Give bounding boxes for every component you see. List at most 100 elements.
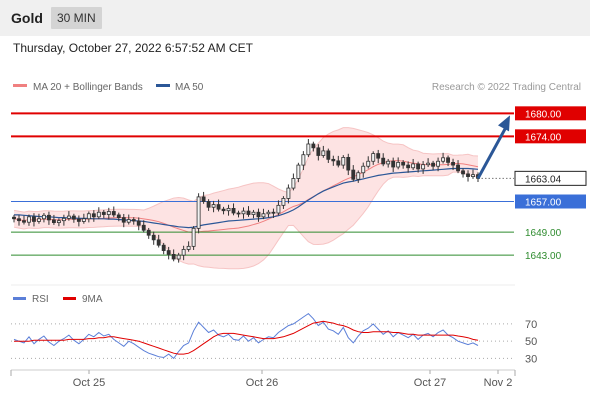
timestamp: Thursday, October 27, 2022 6:57:52 AM CE…	[13, 41, 253, 55]
candle-body	[246, 210, 251, 215]
legend-label-rsi: RSI	[32, 294, 49, 305]
candle-body	[466, 173, 470, 177]
candle-body	[116, 214, 121, 219]
candle-body	[256, 211, 261, 218]
candle-body	[27, 216, 31, 223]
legend-swatch-bollinger	[13, 84, 27, 87]
candle-body	[361, 165, 366, 174]
candle-body	[226, 207, 231, 212]
candle-body	[376, 153, 381, 159]
candle-body	[171, 253, 176, 260]
level-label-1680.00: 1680.00	[525, 109, 562, 120]
legend-label-ma50: MA 50	[175, 82, 204, 93]
level-label-box-current	[514, 170, 587, 186]
rsi-panel: 70 50 30	[11, 312, 537, 365]
candle-body	[71, 215, 76, 220]
candle-body	[456, 164, 460, 172]
candle-body	[451, 161, 455, 166]
level-labels: 1680.00 1674.00 1663.04 1657.00 1649.00 1643.…	[514, 106, 587, 262]
candle-body	[341, 157, 346, 166]
rsi-tick-70: 70	[525, 319, 537, 331]
candle-body	[371, 153, 376, 162]
level-label-1674.00: 1674.00	[525, 132, 562, 143]
candle-body	[56, 220, 61, 223]
rsi-tick-50: 50	[525, 336, 537, 348]
level-label-current: 1663.04	[525, 174, 562, 185]
candle-body	[37, 218, 41, 222]
level-label-box-1657.00	[515, 194, 586, 209]
candle-body	[201, 196, 206, 202]
candle-body	[32, 216, 36, 222]
candle-body	[126, 219, 131, 223]
x-tick-label: Oct 26	[246, 377, 278, 389]
candle-body	[81, 218, 86, 222]
forecast-arrow	[476, 115, 510, 180]
candle-body	[401, 161, 406, 166]
candle-body	[386, 160, 391, 165]
legend-label-bollinger: MA 20 + Bollinger Bands	[33, 82, 143, 93]
candle-body	[276, 204, 281, 214]
candle-body	[96, 211, 101, 218]
level-label-1649.00: 1649.00	[525, 228, 562, 239]
candle-body	[161, 244, 166, 251]
level-label-box-1680.00	[515, 106, 586, 121]
candle-body	[431, 162, 436, 167]
candle-body	[406, 164, 411, 169]
candle-body	[396, 161, 401, 168]
legend-label-9ma: 9MA	[82, 294, 103, 305]
candle-body	[421, 164, 426, 170]
candle-body	[17, 218, 21, 222]
candle-body	[356, 172, 361, 180]
candle-body	[181, 249, 186, 256]
candle-body	[196, 196, 201, 229]
candle-body	[306, 143, 311, 156]
timeframe-button[interactable]: 30 MIN	[51, 7, 102, 29]
candle-body	[241, 210, 246, 215]
candle-body	[381, 157, 386, 165]
candle-body	[176, 254, 181, 260]
candle-body	[326, 150, 331, 160]
candle-body	[261, 213, 266, 218]
candle-body	[441, 157, 446, 162]
candle-body	[331, 158, 336, 162]
candle-body	[111, 211, 116, 216]
candle-body	[321, 150, 326, 156]
candle-body	[296, 164, 301, 179]
level-label-1643.00: 1643.00	[525, 251, 562, 262]
legend-swatch-ma50	[156, 84, 170, 87]
candle-body	[286, 187, 291, 199]
candle-body	[66, 215, 71, 219]
candle-body	[266, 211, 271, 215]
candle-body	[151, 234, 156, 241]
candle-body	[436, 160, 441, 167]
level-label-1657.00: 1657.00	[525, 198, 562, 209]
candle-body	[46, 214, 51, 221]
candle-body	[86, 213, 91, 220]
candle-body	[271, 211, 276, 214]
x-tick-label: Oct 25	[73, 377, 105, 389]
candle-body	[91, 213, 96, 218]
candle-body	[141, 224, 146, 231]
rsi-ma-line	[14, 320, 479, 355]
candle-body	[346, 157, 351, 171]
candle-body	[121, 217, 126, 223]
candle-body	[186, 245, 191, 250]
candle-body	[351, 169, 356, 180]
bollinger-band	[13, 127, 479, 270]
candle-body	[221, 208, 226, 212]
candle-body	[446, 157, 450, 163]
candles	[12, 139, 480, 263]
candle-body	[42, 214, 46, 220]
bollinger-upper	[13, 127, 479, 213]
candle-body	[61, 217, 66, 222]
level-lines	[11, 112, 514, 256]
candle-body	[366, 160, 371, 167]
forecast-arrow-head	[498, 115, 510, 132]
candle-body	[411, 163, 416, 169]
candle-body	[236, 212, 241, 215]
candle-body	[101, 211, 106, 215]
candle-body	[166, 250, 171, 255]
candle-body	[301, 154, 306, 166]
main-legend: MA 20 + Bollinger Bands MA 50	[13, 82, 204, 93]
candle-body	[131, 219, 136, 222]
